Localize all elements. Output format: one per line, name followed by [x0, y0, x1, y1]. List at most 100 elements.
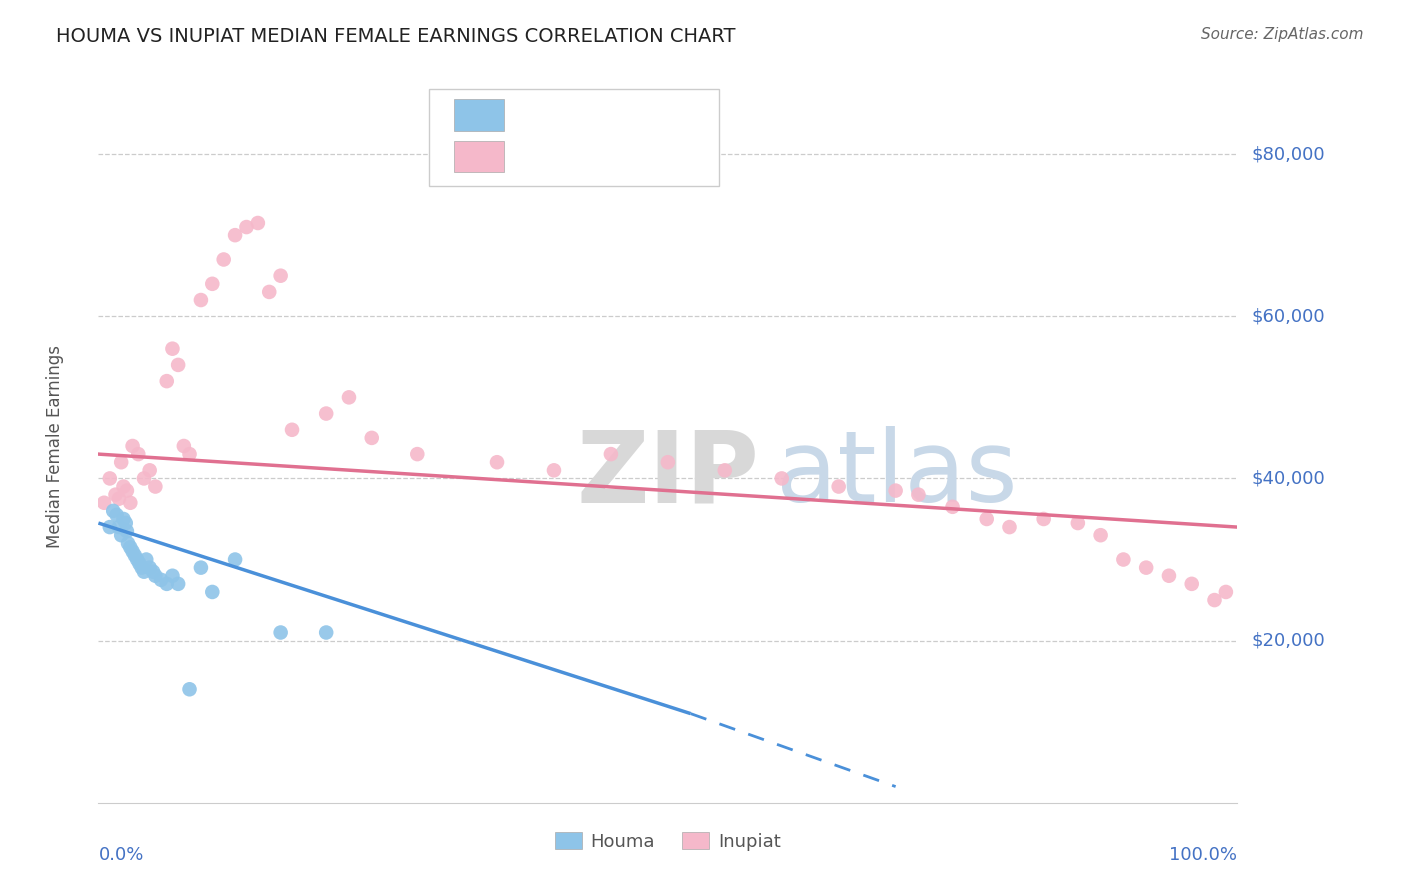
- Point: [1112, 552, 1135, 566]
- Point: [142, 565, 165, 579]
- Point: [127, 447, 149, 461]
- Point: [132, 471, 155, 485]
- Point: [224, 228, 246, 243]
- Point: [145, 479, 167, 493]
- Point: [124, 549, 146, 563]
- Point: [406, 447, 429, 461]
- Point: [112, 512, 135, 526]
- Point: [93, 496, 115, 510]
- Point: [976, 512, 998, 526]
- Point: [145, 568, 167, 582]
- Point: [201, 277, 224, 291]
- Point: [714, 463, 737, 477]
- Point: [114, 516, 136, 530]
- Text: $40,000: $40,000: [1251, 469, 1324, 487]
- Point: [132, 565, 155, 579]
- Point: [315, 625, 337, 640]
- Point: [104, 488, 127, 502]
- Text: N = 30: N = 30: [637, 106, 697, 124]
- Text: atlas: atlas: [776, 426, 1018, 523]
- Text: R =  -0.176: R = -0.176: [517, 147, 617, 165]
- Point: [315, 407, 337, 421]
- Point: [1135, 560, 1157, 574]
- Point: [1181, 577, 1204, 591]
- Point: [657, 455, 679, 469]
- Point: [259, 285, 281, 299]
- Point: [110, 455, 132, 469]
- Point: [121, 544, 143, 558]
- Point: [103, 504, 125, 518]
- Text: 0.0%: 0.0%: [98, 846, 143, 863]
- Point: [907, 488, 929, 502]
- Point: [128, 557, 150, 571]
- Point: [998, 520, 1021, 534]
- Point: [235, 220, 257, 235]
- Text: ZIP: ZIP: [576, 426, 759, 523]
- Point: [98, 520, 121, 534]
- Point: [224, 552, 246, 566]
- Legend: Houma, Inupiat: Houma, Inupiat: [547, 825, 789, 858]
- FancyBboxPatch shape: [429, 89, 718, 186]
- Point: [190, 293, 212, 307]
- Point: [117, 536, 139, 550]
- Text: N = 52: N = 52: [637, 147, 697, 165]
- Point: [179, 447, 201, 461]
- Point: [156, 374, 179, 388]
- Point: [112, 479, 135, 493]
- Point: [167, 577, 190, 591]
- Point: [770, 471, 793, 485]
- Point: [108, 520, 131, 534]
- Point: [1204, 593, 1226, 607]
- Text: $60,000: $60,000: [1251, 307, 1324, 326]
- Point: [127, 552, 149, 566]
- Point: [270, 268, 292, 283]
- Point: [135, 552, 157, 566]
- Point: [138, 463, 160, 477]
- Point: [1215, 585, 1237, 599]
- Point: [942, 500, 965, 514]
- Text: Source: ZipAtlas.com: Source: ZipAtlas.com: [1201, 27, 1364, 42]
- Point: [120, 496, 142, 510]
- Point: [120, 541, 142, 555]
- Point: [105, 508, 128, 522]
- Point: [190, 560, 212, 574]
- Point: [162, 342, 184, 356]
- Point: [543, 463, 565, 477]
- Text: HOUMA VS INUPIAT MEDIAN FEMALE EARNINGS CORRELATION CHART: HOUMA VS INUPIAT MEDIAN FEMALE EARNINGS …: [56, 27, 735, 45]
- Point: [162, 568, 184, 582]
- Point: [150, 573, 173, 587]
- Point: [486, 455, 509, 469]
- Text: Median Female Earnings: Median Female Earnings: [46, 344, 65, 548]
- FancyBboxPatch shape: [454, 141, 503, 172]
- Point: [884, 483, 907, 498]
- Point: [281, 423, 304, 437]
- Point: [115, 524, 138, 538]
- Point: [179, 682, 201, 697]
- Point: [201, 585, 224, 599]
- Point: [173, 439, 195, 453]
- Point: [115, 483, 138, 498]
- Point: [121, 439, 143, 453]
- Point: [270, 625, 292, 640]
- Point: [110, 528, 132, 542]
- Point: [337, 390, 360, 404]
- FancyBboxPatch shape: [454, 99, 503, 130]
- Text: $20,000: $20,000: [1251, 632, 1324, 649]
- Text: 100.0%: 100.0%: [1170, 846, 1237, 863]
- Point: [1157, 568, 1180, 582]
- Point: [212, 252, 235, 267]
- Point: [167, 358, 190, 372]
- Point: [131, 560, 153, 574]
- Point: [138, 560, 160, 574]
- Point: [246, 216, 269, 230]
- Point: [828, 479, 851, 493]
- Text: $80,000: $80,000: [1251, 145, 1324, 163]
- Point: [156, 577, 179, 591]
- Point: [1032, 512, 1054, 526]
- Text: R = -0.588: R = -0.588: [517, 106, 612, 124]
- Point: [600, 447, 623, 461]
- Point: [108, 491, 131, 506]
- Point: [1067, 516, 1090, 530]
- Point: [98, 471, 121, 485]
- Point: [1090, 528, 1112, 542]
